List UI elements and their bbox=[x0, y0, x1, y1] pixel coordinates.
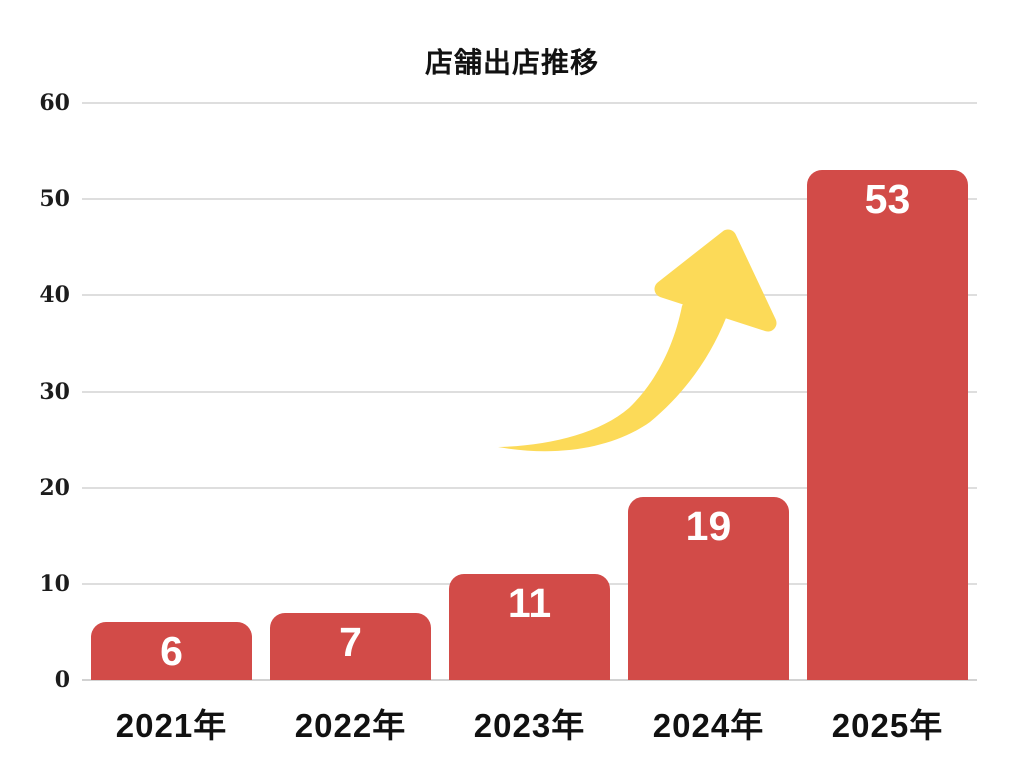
y-tick-label-50: 50 bbox=[39, 186, 70, 213]
bar-value-label: 11 bbox=[507, 580, 552, 627]
y-tick-label-10: 10 bbox=[39, 570, 70, 597]
gridline-0 bbox=[82, 679, 977, 681]
x-tick-label-2021年: 2021年 bbox=[115, 707, 228, 744]
bar-slot-2025年: 53 bbox=[798, 103, 977, 680]
bar-2023年: 11 bbox=[448, 574, 611, 680]
x-tick-label-2023年: 2023年 bbox=[473, 707, 586, 744]
y-tick-label-0: 0 bbox=[54, 667, 70, 693]
bar-2024年: 19 bbox=[627, 497, 790, 680]
bar-slot-2021年: 6 bbox=[82, 103, 261, 680]
gridline-50 bbox=[82, 198, 977, 201]
y-tick-label-40: 40 bbox=[39, 282, 70, 309]
bar-value-label: 19 bbox=[685, 503, 732, 550]
bar-2025年: 53 bbox=[806, 170, 969, 680]
chart-title: 店舗出店推移 bbox=[424, 47, 599, 78]
x-tick-label-2022年: 2022年 bbox=[294, 707, 407, 744]
gridline-20 bbox=[82, 486, 977, 489]
bar-value-label: 6 bbox=[160, 628, 183, 675]
bar-slot-2022年: 7 bbox=[261, 103, 440, 680]
x-tick-label-2025年: 2025年 bbox=[831, 707, 944, 744]
y-tick-label-60: 60 bbox=[39, 90, 70, 116]
x-axis: 2021年 2022年 2023年 2024年 2025年 bbox=[82, 699, 977, 747]
x-tick-label-2024年: 2024年 bbox=[652, 707, 765, 744]
bar-slot-2023年: 11 bbox=[440, 103, 619, 680]
y-tick-label-20: 20 bbox=[39, 474, 70, 501]
bar-2022年: 7 bbox=[269, 612, 432, 680]
bar-value-label: 7 bbox=[339, 618, 362, 665]
bar-value-label: 53 bbox=[864, 176, 911, 223]
bar-2021年: 6 bbox=[90, 622, 253, 680]
y-axis: 0 10 20 30 40 50 60 bbox=[0, 92, 70, 691]
plot-area: 6 7 11 19 53 bbox=[82, 102, 977, 681]
bar-slot-2024年: 19 bbox=[619, 103, 798, 680]
y-tick-label-30: 30 bbox=[39, 378, 70, 405]
gridline-60 bbox=[82, 102, 977, 104]
